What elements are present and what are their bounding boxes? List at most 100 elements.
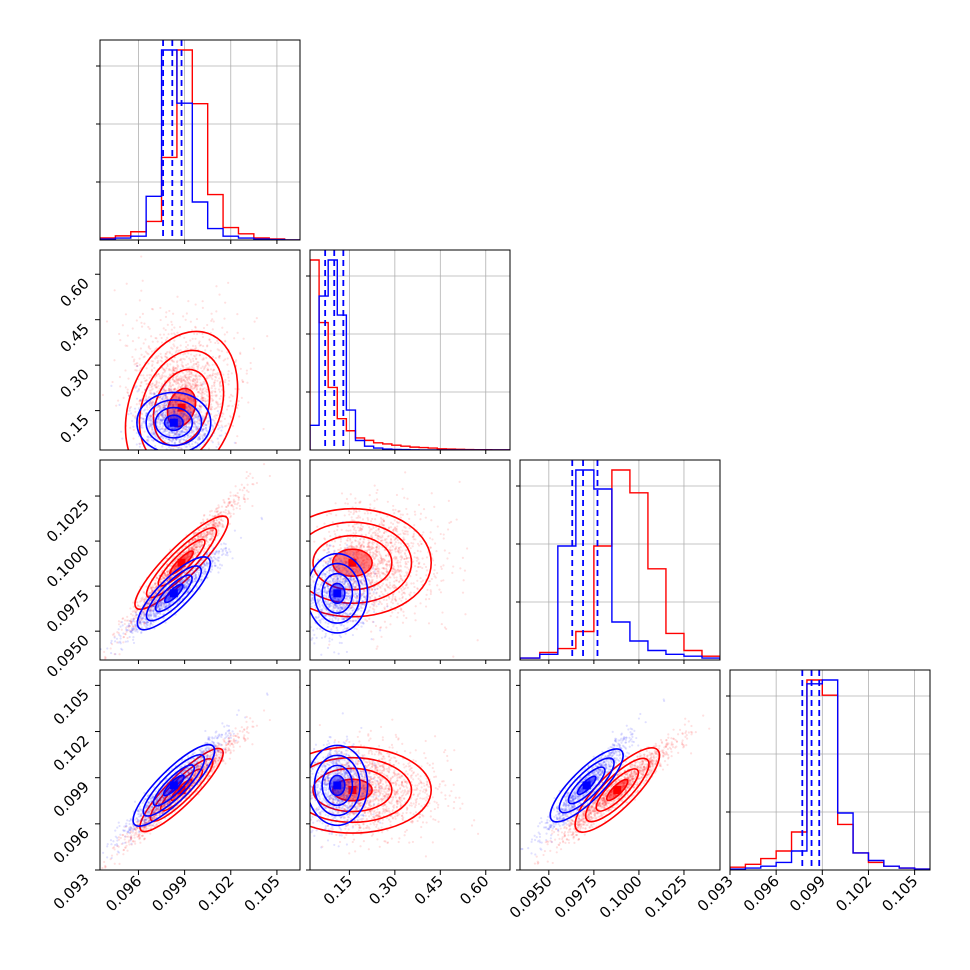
- contour-3-4-series-2-level-3: [558, 757, 615, 814]
- contour-1-4-series-2-level-2: [152, 764, 196, 807]
- hist-4-series-1-step: [730, 679, 930, 870]
- xtick-label-4-2: 0.096: [740, 872, 783, 915]
- ytick-label-4-1: 0.093: [50, 870, 93, 913]
- scatter-panel-3-4: [520, 698, 711, 865]
- scatter-1-3-frame: [99, 459, 301, 661]
- ytick-label-4-3: 0.099: [50, 778, 93, 821]
- contour-2-3-series-1-level-4: [310, 507, 432, 618]
- contour-2-3-series-2-peak: [333, 589, 342, 598]
- contour-2-4-series-1-level-2: [312, 767, 393, 813]
- scatter-3-4-series-1-points: [533, 714, 711, 865]
- scatter-1-4-frame: [99, 669, 301, 871]
- xtick-label-3-4: 0.1025: [641, 872, 691, 922]
- ytick-label-3-1: 0.0950: [43, 631, 93, 681]
- contour-1-3-series-1-level-3: [145, 526, 218, 599]
- hist-1-frame: [99, 39, 301, 241]
- contour-2-4-series-2-level-3: [313, 754, 361, 817]
- contour-2-4-series-2-peak: [333, 781, 342, 790]
- contour-1-2-series-2-peak: [169, 418, 178, 427]
- contour-1-4-series-1-peak: [177, 786, 186, 794]
- contour-1-3-series-1-level-4: [134, 515, 229, 611]
- contour-1-2-series-1-level-4: [124, 330, 239, 450]
- xtick-label-4-4: 0.102: [832, 872, 875, 915]
- xtick-label-3-2: 0.0975: [551, 872, 601, 922]
- xtick-label-2-1: 0.15: [320, 872, 356, 908]
- scatter-3-4-frame: [519, 669, 721, 871]
- scatter-1-2-frame: [99, 249, 301, 451]
- histogram-panel-3: [520, 460, 720, 660]
- xtick-label-2-4: 0.60: [456, 872, 492, 908]
- histogram-panel-4: [730, 670, 930, 870]
- contour-3-4-series-2-level-2: [567, 766, 606, 805]
- hist-1-series-2-step: [100, 49, 300, 240]
- xtick-label-4-1: 0.093: [694, 872, 737, 915]
- contour-3-4-series-1-level-3: [584, 757, 650, 823]
- hist-2-series-2-step: [310, 259, 510, 450]
- contour-1-2-series-2-level-2: [154, 406, 194, 439]
- xtick-label-1-3: 0.102: [194, 872, 237, 915]
- ytick-label-3-3: 0.1000: [43, 541, 93, 591]
- hist-3-series-2-step: [520, 469, 720, 660]
- contour-1-4-series-2-level-4: [132, 743, 216, 827]
- contour-1-4-series-2-peak: [169, 781, 178, 790]
- contour-3-4-series-2-peak: [582, 781, 591, 790]
- contour-1-2-series-1-level-3: [138, 349, 225, 450]
- contour-1-3-series-1-peak: [177, 558, 186, 567]
- scatter-panel-1-2: [100, 255, 269, 450]
- scatter-panel-1-3: [100, 463, 271, 660]
- scatter-panel-2-4: [310, 712, 480, 858]
- hist-2-series-1-step: [310, 259, 510, 450]
- ytick-label-4-4: 0.102: [50, 732, 93, 775]
- ytick-label-3-2: 0.0975: [43, 586, 93, 636]
- xtick-label-4-3: 0.099: [786, 872, 829, 915]
- contour-1-3-series-2-level-2: [154, 574, 193, 613]
- contour-1-3-series-2-level-4: [136, 556, 212, 631]
- xtick-label-2-2: 0.30: [365, 872, 401, 908]
- ytick-label-4-2: 0.096: [50, 824, 93, 867]
- hist-3-series-1-step: [520, 469, 720, 660]
- contour-1-2-series-1-peak: [177, 403, 186, 412]
- hist-2-frame: [309, 249, 511, 451]
- scatter-1-3-series-1-points: [103, 463, 271, 660]
- contour-2-3-series-2-level-2: [321, 572, 354, 614]
- xtick-label-4-5: 0.105: [878, 872, 921, 915]
- hist-1-series-1-step: [100, 49, 300, 240]
- scatter-2-3-frame: [309, 459, 511, 661]
- scatter-2-4-frame: [309, 669, 511, 871]
- xtick-label-3-1: 0.0950: [506, 872, 556, 922]
- ytick-label-2-1: 0.15: [56, 411, 92, 447]
- ytick-label-2-3: 0.45: [56, 320, 92, 356]
- contour-2-3-series-2-level-4: [310, 552, 369, 634]
- hist-3-frame: [519, 459, 721, 661]
- ytick-label-2-4: 0.60: [56, 274, 92, 310]
- ytick-label-2-2: 0.30: [56, 365, 92, 401]
- hist-4-series-2-step: [730, 679, 930, 870]
- histogram-panel-1: [100, 40, 300, 240]
- scatter-2-3-series-1-points: [312, 460, 479, 658]
- histogram-panel-2: [310, 250, 510, 450]
- ytick-label-4-5: 0.105: [50, 685, 93, 728]
- xtick-label-1-2: 0.099: [148, 872, 191, 915]
- scatter-panel-1-4: [101, 686, 300, 870]
- scatter-panel-2-3: [310, 460, 479, 658]
- contour-1-4-series-2-level-3: [142, 754, 206, 817]
- ytick-label-3-4: 0.1025: [43, 496, 93, 546]
- contour-3-4-series-1-level-2: [595, 768, 640, 812]
- contour-1-4-series-1-level-4: [139, 747, 224, 833]
- xtick-label-3-3: 0.1000: [596, 872, 646, 922]
- contour-2-3-series-2-level-3: [313, 562, 361, 624]
- contour-2-4-series-1-level-4: [310, 746, 432, 834]
- contour-2-4-series-1-level-3: [310, 756, 413, 824]
- contour-1-2-series-2-level-4: [136, 391, 212, 450]
- contour-1-3-series-2-peak: [169, 589, 178, 598]
- contour-2-4-series-2-level-4: [310, 744, 369, 827]
- contour-3-4-series-1-peak: [613, 786, 622, 794]
- contour-1-2-series-2-level-3: [145, 399, 203, 447]
- xtick-label-2-3: 0.45: [411, 872, 447, 908]
- contour-2-4-series-2-level-2: [321, 764, 354, 807]
- contour-2-3-series-1-level-3: [310, 521, 413, 605]
- contour-3-4-series-1-level-4: [574, 747, 661, 833]
- contour-3-4-series-2-level-4: [549, 748, 624, 823]
- contour-2-3-series-1-peak: [348, 558, 357, 567]
